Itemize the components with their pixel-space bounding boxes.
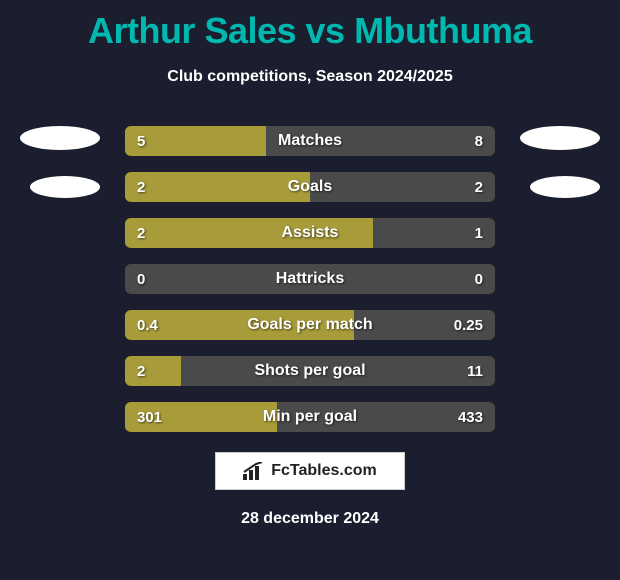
stat-row: 58Matches: [125, 126, 495, 156]
stat-label: Goals per match: [125, 310, 495, 340]
stat-label: Shots per goal: [125, 356, 495, 386]
stat-row: 22Goals: [125, 172, 495, 202]
brand-logo: FcTables.com: [215, 452, 405, 490]
page-title: Arthur Sales vs Mbuthuma: [0, 0, 620, 52]
brand-text: FcTables.com: [271, 462, 377, 480]
stat-label: Min per goal: [125, 402, 495, 432]
stat-label: Assists: [125, 218, 495, 248]
stat-row: 211Shots per goal: [125, 356, 495, 386]
date-text: 28 december 2024: [0, 510, 620, 528]
stat-row: 0.40.25Goals per match: [125, 310, 495, 340]
stat-row: 21Assists: [125, 218, 495, 248]
player-right-marker-1: [520, 126, 600, 150]
stat-row: 00Hattricks: [125, 264, 495, 294]
player-left-marker-1: [20, 126, 100, 150]
stat-row: 301433Min per goal: [125, 402, 495, 432]
comparison-content: 58Matches 22Goals 21Assists 00Hattricks 0.40…: [0, 126, 620, 432]
player-right-marker-2: [530, 176, 600, 198]
stat-label: Goals: [125, 172, 495, 202]
chart-icon: [243, 462, 265, 480]
stat-bars: 58Matches 22Goals 21Assists 00Hattricks 0.40…: [125, 126, 495, 432]
player-left-marker-2: [30, 176, 100, 198]
stat-label: Matches: [125, 126, 495, 156]
stat-label: Hattricks: [125, 264, 495, 294]
page-subtitle: Club competitions, Season 2024/2025: [0, 68, 620, 86]
